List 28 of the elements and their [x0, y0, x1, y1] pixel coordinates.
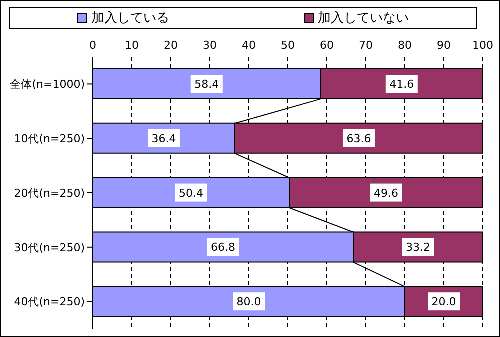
legend-label: 加入していない — [316, 10, 409, 27]
x-tick-label: 50 — [281, 39, 295, 52]
x-tick-label: 20 — [164, 39, 178, 52]
y-tick-label: 40代(n=250) — [14, 296, 85, 309]
x-tick-label: 10 — [125, 39, 139, 52]
x-tick-label: 30 — [203, 39, 217, 52]
x-tick-label: 60 — [320, 39, 334, 52]
data-label: 36.4 — [152, 132, 176, 146]
x-tick-label: 100 — [472, 39, 494, 52]
data-label: 41.6 — [390, 78, 414, 91]
y-tick-label: 20代(n=250) — [14, 186, 85, 200]
x-tick-label: 70 — [359, 39, 373, 52]
data-label: 33.2 — [406, 241, 431, 254]
x-tick-label: 0 — [90, 39, 96, 52]
data-label: 66.8 — [211, 241, 236, 254]
x-tick-label: 40 — [242, 39, 256, 52]
legend-label: 加入している — [90, 10, 170, 27]
data-label: 50.4 — [179, 186, 204, 200]
data-label: 58.4 — [194, 78, 220, 91]
data-label: 80.0 — [236, 296, 262, 309]
data-label: 20.0 — [432, 296, 456, 309]
x-tick-label: 80 — [398, 39, 412, 52]
data-label: 49.6 — [374, 186, 399, 200]
data-label: 63.6 — [346, 132, 372, 146]
x-tick-label: 90 — [437, 39, 451, 52]
y-tick-label: 全体(n=1000) — [10, 78, 85, 92]
y-tick-label: 30代(n=250) — [14, 241, 85, 254]
y-tick-label: 10代(n=250) — [14, 132, 85, 146]
